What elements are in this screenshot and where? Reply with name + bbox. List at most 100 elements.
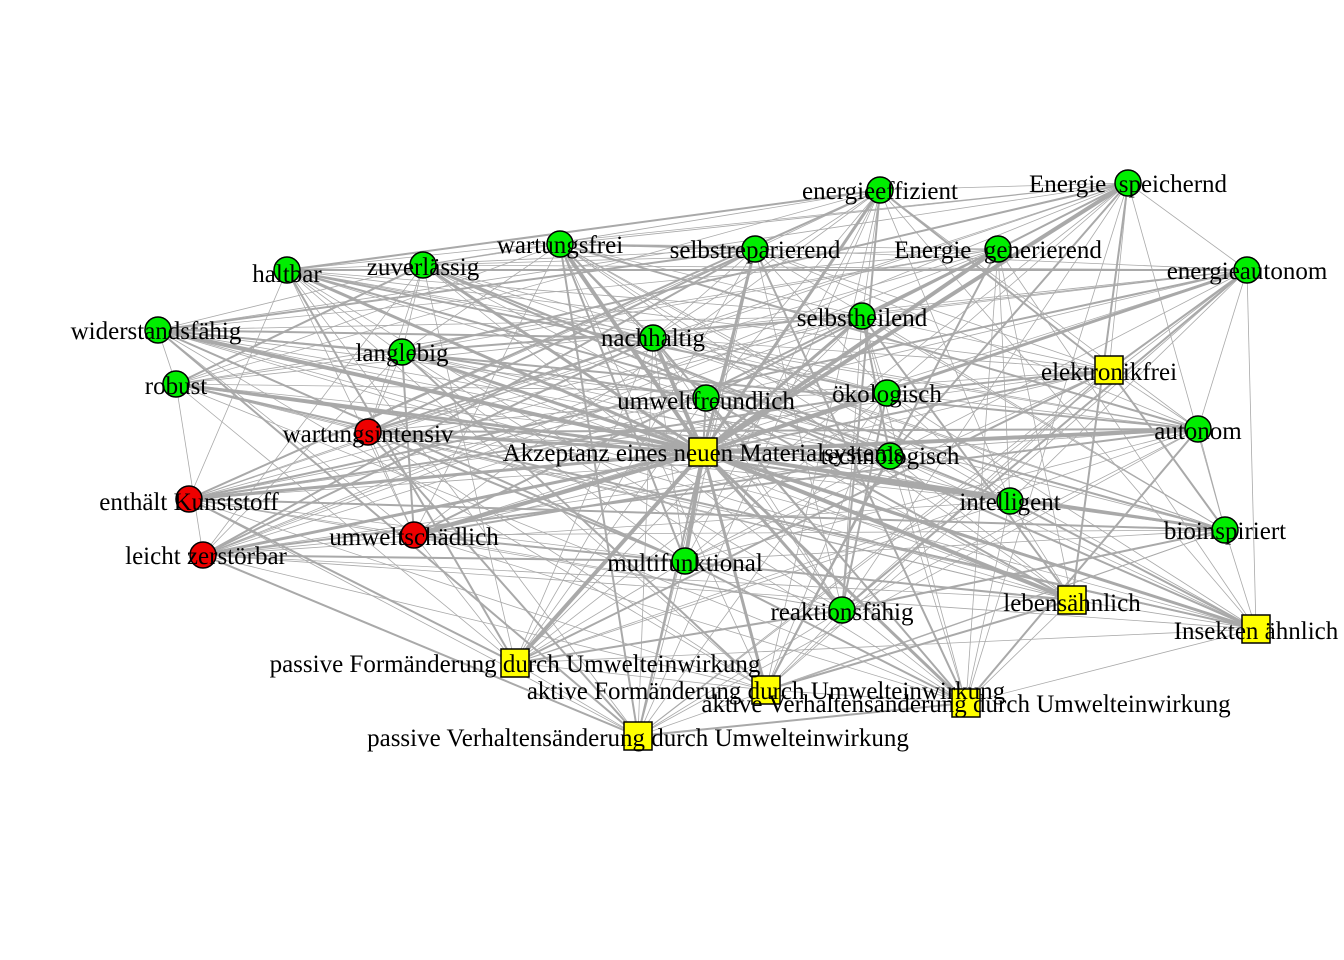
node-robust: [162, 370, 190, 398]
edge: [652, 248, 756, 339]
node-label-robust: robust: [145, 373, 208, 400]
edge: [401, 182, 1129, 353]
edge: [188, 397, 707, 500]
edge: [965, 599, 1073, 704]
edge: [1108, 369, 1199, 430]
edge: [705, 397, 1226, 531]
edge: [652, 337, 1110, 371]
edge: [637, 428, 1199, 737]
edge: [202, 554, 1073, 601]
edge: [1127, 182, 1248, 271]
node-label-autonom: autonom: [1154, 418, 1242, 445]
edge: [401, 351, 1073, 601]
edge: [157, 329, 767, 691]
node-label-energie-generierend: Energie generierend: [894, 237, 1102, 264]
edge: [157, 182, 1129, 331]
node-label-umweltfreundlich: umweltfreundlich: [617, 388, 795, 415]
node-label-bioinspiriert: bioinspiriert: [1164, 518, 1286, 545]
edge: [413, 529, 1226, 536]
edge: [202, 315, 863, 556]
edge: [188, 392, 888, 500]
edge: [1009, 500, 1226, 531]
edge: [514, 182, 1129, 664]
edge: [997, 182, 1129, 250]
node-layer: [144, 169, 1271, 751]
edge: [559, 243, 767, 691]
node-lebensaehnlich: [1057, 585, 1087, 615]
node-energieeffizient: [866, 176, 894, 204]
node-autonom: [1184, 415, 1212, 443]
edge: [202, 554, 639, 737]
edge: [514, 428, 1199, 664]
edge: [684, 189, 881, 562]
edge: [701, 181, 1130, 454]
edge: [652, 337, 843, 611]
edge: [188, 498, 639, 737]
edge: [367, 428, 1199, 433]
edge: [559, 243, 654, 339]
edge: [652, 337, 1199, 430]
edge: [422, 264, 516, 664]
edge: [286, 189, 881, 271]
edge: [705, 397, 891, 457]
edge: [286, 269, 767, 691]
edge: [886, 182, 1129, 394]
edge: [401, 351, 1257, 630]
edge: [157, 315, 863, 331]
edge: [861, 315, 967, 704]
edge: [202, 554, 1257, 630]
edge: [652, 189, 881, 339]
edge: [997, 248, 1257, 630]
edge: [637, 269, 1248, 737]
edge: [879, 189, 1110, 371]
edge: [367, 431, 1257, 630]
edge: [684, 560, 967, 704]
edge: [202, 455, 891, 556]
edge: [889, 182, 1129, 457]
edge: [637, 451, 704, 737]
node-aktive-formaenderung: [751, 675, 781, 705]
edge: [889, 455, 967, 704]
edge: [559, 243, 1199, 430]
edge: [1009, 500, 1073, 601]
edge: [202, 534, 415, 556]
edge: [765, 455, 891, 691]
edge: [286, 269, 654, 339]
node-label-selbstreparierend: selbstreparierend: [670, 237, 841, 264]
edge: [422, 264, 1226, 531]
edge-layer: [157, 181, 1257, 737]
edge: [514, 628, 1257, 664]
edge: [701, 451, 844, 611]
edge: [889, 455, 1257, 630]
node-leicht-zerstoerbar: [189, 541, 217, 569]
edge: [157, 264, 424, 331]
edge: [637, 529, 1226, 737]
edge: [367, 351, 403, 433]
edge: [997, 248, 1073, 601]
edge: [1197, 269, 1248, 430]
edge: [175, 351, 403, 385]
edge: [684, 428, 1199, 562]
edge: [879, 189, 1011, 502]
edge: [157, 329, 891, 457]
node-label-energieeffizient: energieeffizient: [802, 178, 958, 205]
edge: [965, 428, 1199, 704]
edge: [514, 662, 767, 691]
node-wartungsintensiv: [354, 418, 382, 446]
edge: [841, 428, 1199, 611]
edge: [841, 189, 881, 611]
edge: [188, 248, 756, 500]
node-bioinspiriert: [1211, 516, 1239, 544]
edge: [401, 264, 424, 353]
edge: [701, 247, 1000, 454]
edge: [367, 431, 767, 691]
node-label-enthaelt-kunststoff: enthält Kunststoff: [99, 489, 279, 516]
edge: [514, 662, 639, 737]
edge: [514, 369, 1110, 664]
edge: [514, 609, 843, 664]
edge: [1197, 428, 1226, 531]
edge: [286, 269, 843, 611]
edge: [401, 351, 767, 691]
edge: [413, 450, 704, 537]
